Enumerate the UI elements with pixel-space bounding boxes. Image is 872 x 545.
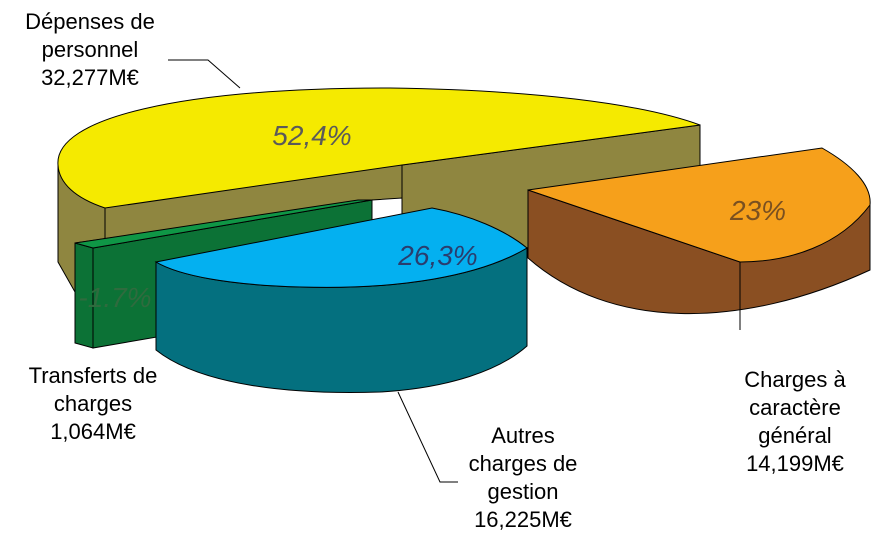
- slice-depenses-personnel-top: [57, 87, 701, 209]
- label-charges-caractere-general: Charges à caractère général 14,199M€: [744, 367, 846, 476]
- slice-autres-charges-gestion-top: [154, 207, 528, 288]
- slice-charges-caractere-general: [527, 147, 871, 330]
- percent-label-transferts-charges: -1.7%: [78, 282, 151, 313]
- label-depenses-personnel: Dépenses de personnel 32,277M€: [25, 9, 155, 90]
- leader-line-depenses-personnel: [168, 59, 241, 89]
- leader-line-autres-charges-gestion: [397, 391, 458, 483]
- slice-charges-caractere-general-side: [527, 189, 871, 314]
- label-transferts-charges: Transferts de charges 1,064M€: [28, 363, 158, 444]
- percent-label-depenses-personnel: 52,4%: [272, 120, 351, 151]
- slice-transferts-charges-top: [74, 199, 373, 249]
- percent-label-charges-caractere-general: 23%: [729, 195, 786, 226]
- label-autres-charges-gestion: Autres charges de gestion 16,225M€: [468, 423, 578, 532]
- percent-label-autres-charges-gestion: 26,3%: [397, 240, 477, 271]
- slice-depenses-personnel: [57, 87, 701, 294]
- slice-charges-caractere-general-top: [527, 147, 871, 263]
- slice-autres-charges-gestion: [154, 207, 528, 393]
